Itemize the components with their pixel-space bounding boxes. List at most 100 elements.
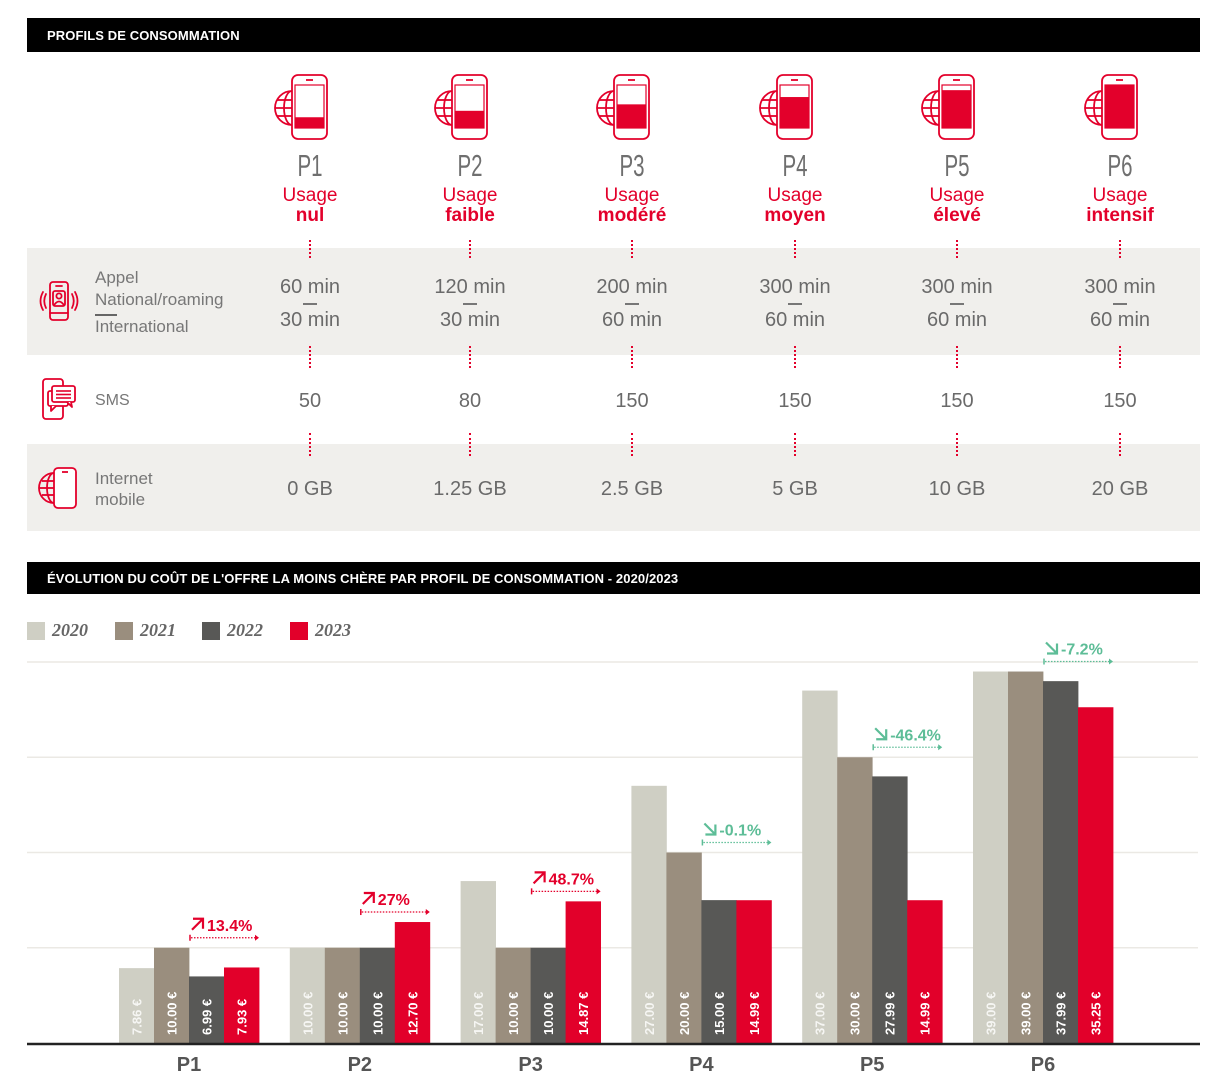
legend-item-2022: 2022 — [202, 620, 263, 641]
dotted-connector — [631, 433, 633, 456]
range-end-arrowhead — [938, 744, 943, 751]
bar-value-label: 7.86 € — [130, 999, 145, 1035]
call-row — [27, 248, 1200, 355]
range-end-arrowhead — [425, 909, 430, 916]
profile-column-p1: P1 Usage nul 60 min 30 min 50 0 GB — [230, 0, 390, 540]
profile-code: P4 — [782, 148, 808, 183]
profile-code: P1 — [297, 148, 323, 183]
profile-usage-level: intensif — [1086, 205, 1154, 226]
range-end-arrowhead — [255, 934, 259, 941]
legend-label: 2023 — [315, 620, 351, 640]
dotted-connector — [309, 433, 311, 456]
call-national-value: 200 min — [596, 276, 668, 298]
bar-p1-2023 — [224, 967, 260, 1043]
call-label: Appel — [95, 268, 139, 287]
dotted-connector — [309, 346, 311, 368]
sms-value: 150 — [940, 390, 974, 412]
internet-label: Internet — [95, 469, 153, 488]
phone-globe-usage-icon — [434, 74, 488, 140]
range-end-arrowhead — [1109, 658, 1113, 665]
dotted-connector — [794, 240, 796, 258]
bar-value-label: 6.99 € — [200, 999, 215, 1035]
decrease-arrow-icon — [1045, 641, 1059, 655]
bar-p2-2020 — [289, 947, 326, 1043]
dotted-connector — [469, 433, 471, 456]
internet-label-line2: mobile — [95, 490, 146, 509]
internet-value: 2.5 GB — [600, 478, 664, 500]
legend-item-2023: 2023 — [290, 620, 351, 641]
call-international-value: 60 min — [764, 309, 826, 331]
annotation-percentage: 27% — [378, 892, 410, 909]
sms-value: 80 — [458, 390, 482, 412]
annotation-p3: 48.7% — [530, 871, 601, 895]
legend-label: 2020 — [52, 620, 88, 640]
usage-level-fill — [780, 97, 809, 128]
dotted-connector — [469, 240, 471, 258]
profile-usage-prefix: Usage — [1092, 185, 1148, 206]
call-national-value: 60 min — [279, 276, 341, 298]
chart-title: ÉVOLUTION DU COÛT DE L'OFFRE LA MOINS CH… — [47, 570, 679, 586]
bar-p1-2022 — [189, 976, 225, 1043]
bar-value-label: 20.00 € — [677, 992, 692, 1035]
dotted-connector — [309, 240, 311, 258]
bar-value-label: 10.00 € — [506, 992, 521, 1035]
profile-usage-prefix: Usage — [604, 185, 660, 206]
usage-level-fill — [455, 110, 484, 128]
profile-column-p3: P3 Usage modéré 200 min 60 min 150 2.5 G… — [552, 0, 712, 540]
profile-code: P2 — [457, 148, 483, 183]
bar-p3-2020 — [460, 881, 496, 1043]
annotation-percentage: 13.4% — [207, 918, 252, 935]
bar-value-label: 27.00 € — [642, 992, 657, 1035]
bar-value-label: 10.00 € — [335, 992, 350, 1035]
increase-arrow-icon — [532, 871, 546, 885]
value-separator — [950, 303, 964, 305]
range-end-arrowhead — [767, 839, 772, 846]
bar-p6-2021 — [1008, 671, 1044, 1043]
increase-arrow-icon — [362, 891, 375, 905]
call-international-label: International — [95, 317, 189, 336]
legend-swatch — [27, 621, 45, 640]
internet-row — [27, 444, 1200, 531]
profile-column-p6: P6 Usage intensif 300 min 60 min 150 20 … — [1040, 0, 1200, 540]
call-international-value: 30 min — [439, 309, 501, 331]
category-label-p6: P6 — [1031, 1054, 1055, 1076]
increase-arrow-icon — [191, 917, 205, 931]
category-label-p1: P1 — [177, 1054, 201, 1076]
call-national-value: 300 min — [921, 276, 993, 298]
annotation-p4: -0.1% — [701, 822, 772, 846]
legend-label: 2022 — [227, 620, 263, 640]
internet-value: 20 GB — [1091, 478, 1149, 500]
bar-value-label: 37.00 € — [813, 992, 828, 1035]
sms-value: 150 — [778, 390, 812, 412]
value-separator — [788, 303, 802, 305]
legend-swatch — [115, 621, 133, 640]
bar-p1-2021 — [154, 947, 190, 1043]
usage-level-fill — [295, 117, 324, 128]
legend-swatch — [202, 621, 220, 640]
bar-p2-2021 — [324, 947, 361, 1043]
bar-p5-2020 — [802, 690, 838, 1043]
change-annotations: 13.4% 27% 48.7% -0.1% -46.4% -7.2% — [189, 641, 1113, 941]
annotation-p6: -7.2% — [1043, 641, 1113, 665]
sms-value: 150 — [1103, 390, 1137, 412]
dotted-connector — [631, 346, 633, 368]
annotation-percentage: 48.7% — [549, 871, 594, 888]
bar-p4-2022 — [701, 900, 737, 1043]
decrease-arrow-icon — [703, 822, 717, 836]
bar-value-label: 14.99 € — [747, 992, 762, 1035]
bar-p6-2022 — [1043, 681, 1079, 1043]
bar-value-label: 39.00 € — [1019, 992, 1034, 1035]
sms-value: 150 — [615, 390, 649, 412]
bar-value-label: 10.00 € — [370, 992, 385, 1035]
bar-value-label: 17.00 € — [471, 992, 486, 1035]
usage-level-fill — [1105, 85, 1134, 128]
profile-column-p5: P5 Usage élevé 300 min 60 min 150 10 GB — [877, 0, 1037, 540]
phone-globe-usage-icon — [274, 74, 328, 140]
bar-value-label: 10.00 € — [165, 992, 180, 1035]
bar-p3-2023 — [565, 901, 601, 1043]
value-separator — [303, 303, 317, 305]
bar-p3-2022 — [530, 947, 566, 1043]
annotation-percentage: -46.4% — [890, 727, 941, 744]
value-separator — [625, 303, 639, 305]
annotation-percentage: -0.1% — [719, 823, 761, 840]
